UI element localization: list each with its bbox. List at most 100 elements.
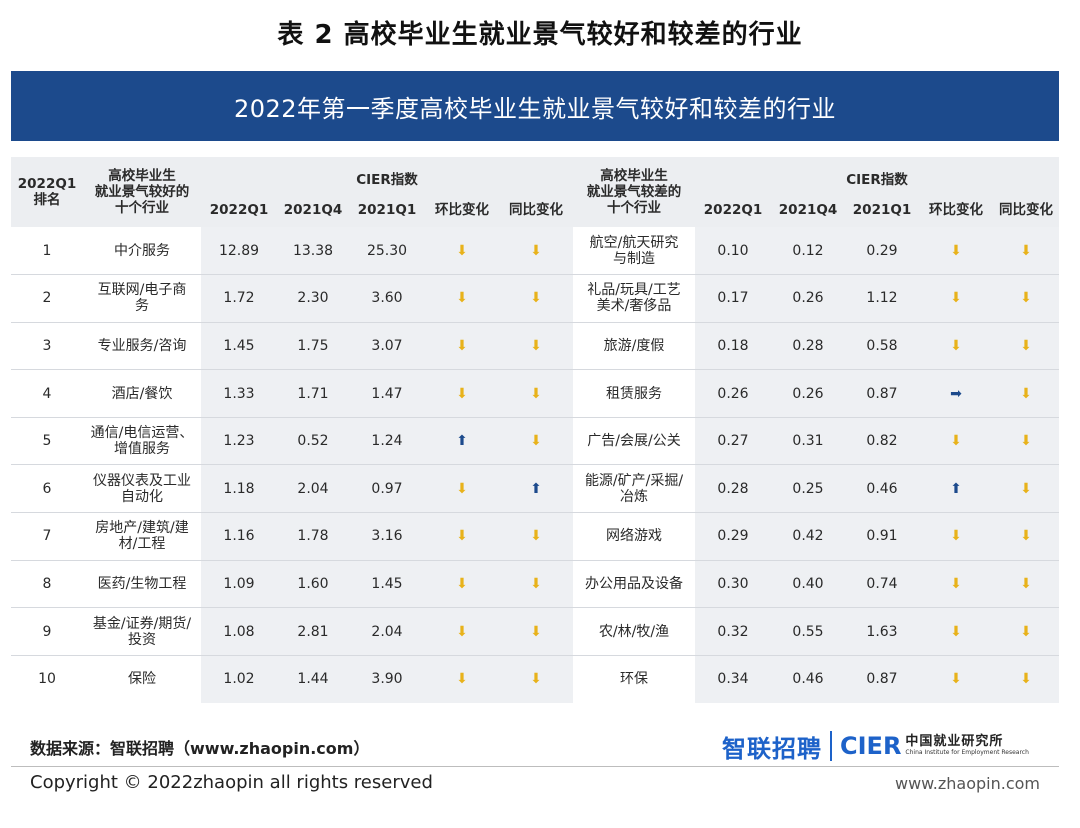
bad-industry-cell: 航空/航天研究 与制造 xyxy=(573,227,696,276)
industry-name-line: 能源/矿产/采掘/ xyxy=(584,472,684,489)
bad-2021q4: 0.26 xyxy=(771,274,846,323)
good-industry-cell: 互联网/电子商务 xyxy=(83,274,201,323)
col-2021q1: 2021Q1 xyxy=(349,192,425,227)
good-industry-cell: 通信/电信运营、 增值服务 xyxy=(83,417,201,466)
good-qoq: ⬇ xyxy=(425,322,499,371)
arrow-down-icon: ⬇ xyxy=(530,242,542,259)
bad-2021q1: 0.74 xyxy=(845,560,920,609)
good-2021q4: 1.44 xyxy=(277,655,349,703)
bad-yoy: ⬇ xyxy=(993,274,1060,323)
good-yoy: ⬆ xyxy=(499,464,574,514)
arrow-down-icon: ⬇ xyxy=(456,623,468,640)
good-yoy: ⬇ xyxy=(499,274,574,323)
bad-2022q1: 0.18 xyxy=(695,322,772,371)
bad-2022q1: 0.28 xyxy=(695,464,772,514)
arrow-down-icon: ⬇ xyxy=(950,433,962,450)
industry-name-line: 中介服务 xyxy=(114,242,170,259)
table-row: 2 互联网/电子商务 1.72 2.30 3.60 ⬇ ⬇ 礼品/玩具/工艺 美术/奢侈品 0.1… xyxy=(11,274,1060,323)
logos: 智联招聘 CIER 中国就业研究所 China Institute for Em… xyxy=(722,728,1029,764)
good-industry-cell: 专业服务/咨询 xyxy=(83,322,201,371)
bad-2021q1: 0.87 xyxy=(845,655,920,703)
rank-cell: 4 xyxy=(11,369,83,418)
good-industry-cell: 酒店/餐饮 xyxy=(83,369,201,418)
cier-logo-en: China Institute for Employment Research xyxy=(905,749,1029,756)
table-row: 1 中介服务 12.89 13.38 25.30 ⬇ ⬇ 航空/航天研究 与制造 0.10 0.12… xyxy=(11,227,1060,276)
arrow-down-icon: ⬇ xyxy=(530,385,542,402)
cier-header-bad: CIER指数 xyxy=(695,157,1060,192)
industry-name-line: 房地产/建筑/建 xyxy=(95,520,189,537)
bad-2022q1: 0.34 xyxy=(695,655,772,703)
bad-industry-cell: 网络游戏 xyxy=(573,512,696,561)
bad-yoy: ⬇ xyxy=(993,512,1060,561)
bad-qoq: ⬇ xyxy=(919,560,994,609)
industry-name-line: 网络游戏 xyxy=(606,528,663,545)
good-2021q1: 3.90 xyxy=(349,655,425,703)
good-2021q1: 3.07 xyxy=(349,322,425,371)
arrow-right-icon: ➡ xyxy=(950,385,962,402)
arrow-down-icon: ⬇ xyxy=(1020,433,1032,450)
bad-2021q1: 1.63 xyxy=(845,607,920,656)
arrow-down-icon: ⬇ xyxy=(1020,385,1032,402)
good-qoq: ⬇ xyxy=(425,512,499,561)
bad-yoy: ⬇ xyxy=(993,417,1060,466)
bad-industry-cell: 旅游/度假 xyxy=(573,322,696,371)
good-2021q1: 2.04 xyxy=(349,607,425,656)
good-2022q1: 12.89 xyxy=(201,227,277,276)
rank-cell: 6 xyxy=(11,464,83,514)
industry-name-line: 冶炼 xyxy=(620,488,649,505)
bad-2022q1: 0.27 xyxy=(695,417,772,466)
good-2021q4: 1.60 xyxy=(277,560,349,609)
good-2022q1: 1.02 xyxy=(201,655,277,703)
industry-name-line: 广告/会展/公关 xyxy=(587,433,681,450)
bad-2021q4: 0.31 xyxy=(771,417,846,466)
col-yoy: 同比变化 xyxy=(993,192,1060,227)
good-2022q1: 1.72 xyxy=(201,274,277,323)
arrow-down-icon: ⬇ xyxy=(456,671,468,688)
bad-2022q1: 0.10 xyxy=(695,227,772,276)
good-yoy: ⬇ xyxy=(499,655,574,703)
bad-2022q1: 0.29 xyxy=(695,512,772,561)
good-2021q4: 1.71 xyxy=(277,369,349,418)
good-2022q1: 1.16 xyxy=(201,512,277,561)
bad-industry-cell: 能源/矿产/采掘/冶炼 xyxy=(573,464,696,514)
table-row: 9 基金/证券/期货/投资 1.08 2.81 2.04 ⬇ ⬇ 农/林/牧/渔 0.32 0.5… xyxy=(11,607,1060,656)
arrow-down-icon: ⬇ xyxy=(950,575,962,592)
bad-2021q1: 0.58 xyxy=(845,322,920,371)
bad-qoq: ⬇ xyxy=(919,417,994,466)
bad-2021q4: 0.25 xyxy=(771,464,846,514)
table-row: 8 医药/生物工程 1.09 1.60 1.45 ⬇ ⬇ 办公用品及设备 0.30 0.40 0.7… xyxy=(11,560,1060,609)
arrow-down-icon: ⬇ xyxy=(950,242,962,259)
rank-cell: 1 xyxy=(11,227,83,276)
cier-logo: CIER xyxy=(840,732,902,760)
good-industry-cell: 医药/生物工程 xyxy=(83,560,201,609)
table-row: 5 通信/电信运营、 增值服务 1.23 0.52 1.24 ⬆ ⬇ 广告/会展/公关 0.27 0… xyxy=(11,417,1060,466)
arrow-down-icon: ⬇ xyxy=(950,623,962,640)
arrow-down-icon: ⬇ xyxy=(456,337,468,354)
industry-name-line: 增值服务 xyxy=(114,441,170,458)
table-row: 3 专业服务/咨询 1.45 1.75 3.07 ⬇ ⬇ 旅游/度假 0.18 0.28 0.58 ⬇… xyxy=(11,322,1060,371)
good-yoy: ⬇ xyxy=(499,560,574,609)
industry-name-line: 农/林/牧/渔 xyxy=(598,623,670,640)
bad-qoq: ⬆ xyxy=(919,464,994,514)
industry-name-line: 互联网/电子商 xyxy=(97,282,187,299)
table-row: 7 房地产/建筑/建 材/工程 1.16 1.78 3.16 ⬇ ⬇ 网络游戏 0.29 0.42 0… xyxy=(11,512,1060,561)
good-qoq: ⬇ xyxy=(425,655,499,703)
rank-cell: 3 xyxy=(11,322,83,371)
arrow-down-icon: ⬇ xyxy=(530,290,542,307)
arrow-down-icon: ⬇ xyxy=(1020,623,1032,640)
cier-header-good: CIER指数 xyxy=(201,157,574,192)
arrow-down-icon: ⬇ xyxy=(530,575,542,592)
bad-2022q1: 0.32 xyxy=(695,607,772,656)
bad-qoq: ⬇ xyxy=(919,227,994,276)
industry-name-line: 通信/电信运营、 xyxy=(90,425,194,442)
bad-yoy: ⬇ xyxy=(993,369,1060,418)
arrow-down-icon: ⬇ xyxy=(950,290,962,307)
arrow-down-icon: ⬇ xyxy=(1020,480,1032,497)
arrow-down-icon: ⬇ xyxy=(1020,528,1032,545)
industry-table: 2022Q1 排名 高校毕业生 就业景气较好的 十个行业 CIER指数 高校毕业生 就业… xyxy=(11,157,1060,703)
site-url[interactable]: www.zhaopin.com xyxy=(894,774,1040,793)
industry-name-line: 礼品/玩具/工艺 xyxy=(587,282,681,299)
industry-name-line: 环保 xyxy=(620,671,649,688)
bad-2021q1: 0.29 xyxy=(845,227,920,276)
rank-cell: 9 xyxy=(11,607,83,656)
